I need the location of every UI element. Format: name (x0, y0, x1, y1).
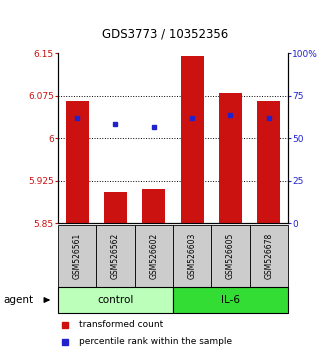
Text: GSM526602: GSM526602 (149, 233, 158, 279)
Bar (173, 287, 288, 313)
Text: control: control (97, 295, 134, 305)
Text: transformed count: transformed count (79, 320, 163, 330)
Bar (104, 192, 127, 223)
Bar (173, 225, 211, 287)
Text: GSM526678: GSM526678 (264, 233, 273, 279)
Bar (96, 225, 135, 287)
Text: agent: agent (3, 295, 33, 305)
Text: GDS3773 / 10352356: GDS3773 / 10352356 (102, 28, 229, 41)
Bar (135, 225, 173, 287)
Text: IL-6: IL-6 (221, 295, 240, 305)
Text: GSM526603: GSM526603 (188, 233, 197, 279)
Bar (58, 225, 96, 287)
Text: percentile rank within the sample: percentile rank within the sample (79, 337, 232, 346)
Bar (66, 101, 89, 223)
Text: GSM526562: GSM526562 (111, 233, 120, 279)
Bar (219, 93, 242, 223)
Text: GSM526605: GSM526605 (226, 233, 235, 279)
Bar (211, 225, 250, 287)
Bar (257, 101, 280, 223)
Text: GSM526561: GSM526561 (72, 233, 82, 279)
Bar (181, 56, 204, 223)
Bar (142, 189, 165, 223)
Bar (250, 225, 288, 287)
Bar (58, 287, 173, 313)
